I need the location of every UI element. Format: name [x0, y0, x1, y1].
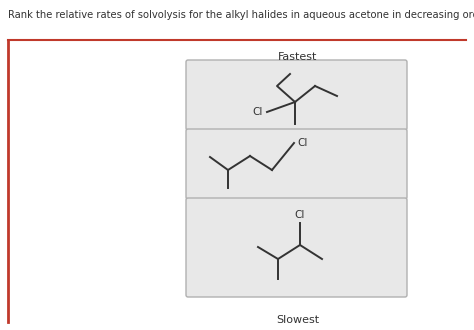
Text: Rank the relative rates of solvolysis for the alkyl halides in aqueous acetone i: Rank the relative rates of solvolysis fo…	[8, 10, 474, 20]
Text: Slowest: Slowest	[276, 315, 319, 325]
Text: Cl: Cl	[297, 138, 307, 148]
Text: Cl: Cl	[295, 210, 305, 220]
FancyBboxPatch shape	[186, 198, 407, 297]
Text: Fastest: Fastest	[278, 52, 318, 62]
FancyBboxPatch shape	[186, 129, 407, 199]
FancyBboxPatch shape	[186, 60, 407, 130]
Text: Cl: Cl	[253, 107, 263, 117]
